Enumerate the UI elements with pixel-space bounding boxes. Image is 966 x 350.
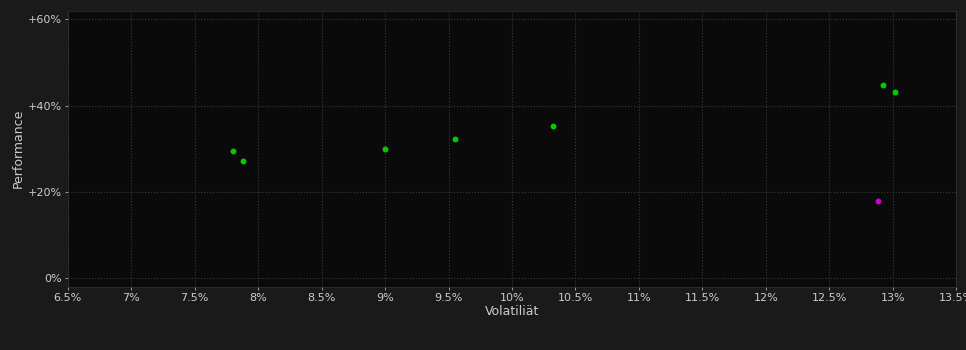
Y-axis label: Performance: Performance xyxy=(13,109,25,188)
Point xyxy=(235,158,250,164)
Point xyxy=(545,124,560,129)
X-axis label: Volatiliät: Volatiliät xyxy=(485,305,539,318)
Point xyxy=(378,146,393,152)
Point xyxy=(888,89,903,95)
Point xyxy=(447,136,463,142)
Point xyxy=(225,148,241,154)
Point xyxy=(875,83,891,88)
Point xyxy=(870,199,886,204)
